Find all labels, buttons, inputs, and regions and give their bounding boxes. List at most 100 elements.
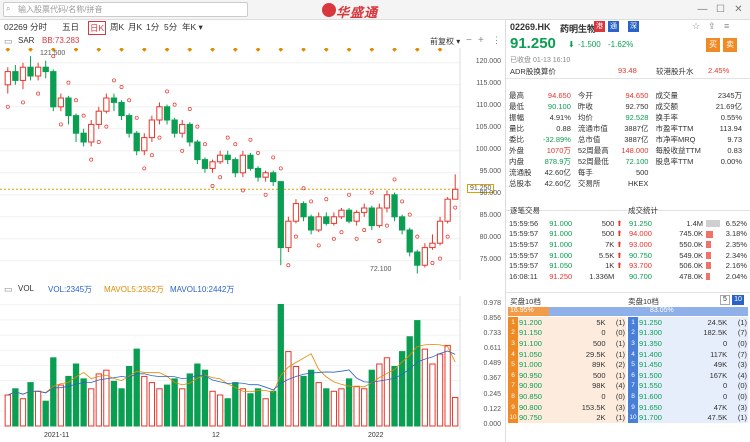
buy-order-row[interactable]: 9 90.800 153.5K (3): [508, 401, 626, 413]
stats-row: 振幅 4.91% 均价 92.528 换手率 0.55%: [508, 112, 748, 123]
sell-order-row[interactable]: 6 91.500 167K (4): [628, 369, 748, 381]
up-arrow-icon: ⬆: [616, 261, 623, 271]
tab-monthly-k[interactable]: 月K: [128, 22, 143, 32]
candle-body: [194, 141, 201, 161]
candle-body: [80, 132, 87, 143]
order-price: 91.450: [639, 360, 662, 370]
close-icon[interactable]: ✕: [734, 4, 743, 15]
sell-order-row[interactable]: 8 91.600 0 (0): [628, 391, 748, 402]
stat-label: 市盈率TTM: [655, 124, 694, 133]
collapse-icon[interactable]: ▭: [4, 36, 13, 46]
trades-title[interactable]: 逐笔交易: [510, 206, 540, 215]
maximize-icon[interactable]: ☐: [716, 4, 725, 15]
candle-body: [103, 97, 110, 112]
candle-body: [209, 161, 216, 169]
sar-dot: [248, 137, 253, 142]
minimize-icon[interactable]: —: [697, 4, 708, 15]
sell-order-row[interactable]: 1 91.250 24.5K (1): [628, 317, 748, 328]
sar-dot: [157, 135, 162, 140]
volume-tick: 0.245: [483, 390, 501, 398]
mavol10-line: [7, 350, 456, 396]
buy-order-row[interactable]: 6 90.950 500 (1): [508, 369, 626, 381]
tab-1min[interactable]: 1分: [146, 22, 160, 32]
collapse-icon[interactable]: ▭: [4, 284, 13, 294]
buy-order-row[interactable]: 5 91.000 89K (2): [508, 359, 626, 370]
buy-order-row[interactable]: 3 91.100 500 (1): [508, 338, 626, 349]
candle-body: [345, 209, 353, 222]
buy-book-title[interactable]: 买盘10档: [510, 297, 541, 306]
tab-5min[interactable]: 5分: [164, 22, 178, 32]
candlestick-chart[interactable]: ◆ ◆ ◆ ◆ ◆ ◆ ◆ ◆ ◆ ◆ ◆ ◆ ◆ ◆ ◆ ◆ ◆ ◆ ◆ ◆: [0, 48, 505, 280]
sell-order-row[interactable]: 2 91.300 182.5K (7): [628, 327, 748, 339]
candle-body: [50, 71, 57, 108]
stats-row: 最低 90.100 昨收 92.750 成交额 21.69亿: [508, 101, 748, 112]
sar-dot: [142, 166, 147, 171]
tab-yearly-k[interactable]: 年K ▾: [182, 22, 203, 32]
depth-5-button[interactable]: 5: [720, 295, 730, 305]
sar-dot: [301, 186, 306, 191]
tab-5day[interactable]: 五日: [62, 22, 80, 32]
sell-order-row[interactable]: 5 91.450 49K (3): [628, 359, 748, 370]
depth-10-button[interactable]: 10: [732, 295, 744, 305]
sar-dot: [263, 192, 268, 197]
adjust-select[interactable]: 前复权 ▾: [430, 37, 461, 46]
tab-daily-k[interactable]: 日K: [88, 21, 107, 35]
candle-body: [239, 154, 247, 174]
tab-weekly-k[interactable]: 周K: [110, 22, 125, 32]
menu-icon[interactable]: ≡: [724, 21, 730, 31]
volume-chart[interactable]: [0, 296, 505, 430]
stat-label: 委比: [509, 135, 524, 144]
share-icon[interactable]: ⇪: [708, 21, 716, 31]
sell-button[interactable]: 卖: [723, 38, 737, 52]
order-volume: 29.5K: [585, 349, 606, 359]
low-annotation: 72.100: [370, 266, 392, 273]
signal-marker: ◆: [119, 48, 124, 53]
zoom-out-icon[interactable]: −: [466, 35, 472, 46]
last-price: 91.250: [510, 35, 556, 52]
sell-order-row[interactable]: 7 91.550 0 (0): [628, 380, 748, 392]
flow-title[interactable]: 成交统计: [628, 206, 658, 215]
flow-bar: [706, 251, 712, 259]
buy-order-row[interactable]: 10 90.750 2K (1): [508, 412, 626, 423]
adr-label: ADR股换算价: [510, 67, 556, 76]
volume-bar: [353, 385, 360, 427]
buy-button[interactable]: 买: [706, 38, 720, 52]
order-price: 91.200: [519, 317, 542, 327]
sell-order-row[interactable]: 3 91.350 0 (0): [628, 338, 748, 349]
price-tick: 90.000: [479, 189, 501, 197]
level-index: 5: [628, 359, 638, 370]
star-icon[interactable]: ☆: [692, 21, 701, 31]
buy-order-row[interactable]: 7 90.900 98K (4): [508, 380, 626, 392]
volume-bar: [110, 380, 118, 427]
candle-body: [353, 211, 360, 222]
sell-order-row[interactable]: 10 91.700 47.5K (1): [628, 412, 748, 423]
zoom-in-icon[interactable]: +: [478, 35, 484, 46]
sar-label[interactable]: SAR: [18, 36, 35, 45]
buy-order-row[interactable]: 1 91.200 5K (1): [508, 317, 626, 328]
search-input[interactable]: 输入股票代码/名称/拼音: [3, 2, 248, 17]
sell-order-row[interactable]: 9 91.650 47K (3): [628, 401, 748, 413]
tab-intraday[interactable]: 02269 分时: [4, 22, 47, 32]
level-index: 10: [508, 412, 518, 423]
candle-body: [186, 123, 193, 143]
stat-value: 21.69亿: [715, 102, 742, 111]
order-count: (0): [615, 328, 625, 338]
stat-label: 今开: [577, 91, 593, 100]
vol-label[interactable]: VOL: [18, 284, 35, 293]
settings-icon[interactable]: ⋮: [492, 35, 501, 45]
price-tick: 110.000: [476, 101, 501, 109]
volume-bar: [414, 320, 421, 427]
buy-order-row[interactable]: 8 90.850 0 (0): [508, 391, 626, 402]
buy-order-row[interactable]: 4 91.050 29.5K (1): [508, 348, 626, 360]
sar-dot: [271, 155, 276, 160]
stat-label: [654, 167, 709, 178]
stat-value: 90.100: [547, 102, 571, 111]
stats-row: 内盘 878.9万 52周最低 72.100 股息率TTM 0.00%: [508, 156, 748, 167]
order-price: 91.300: [639, 328, 662, 338]
sell-order-row[interactable]: 4 91.400 117K (7): [628, 348, 748, 360]
stat-label: 均价: [577, 113, 593, 122]
volume-bar: [186, 373, 193, 427]
buy-order-row[interactable]: 2 91.150 0 (0): [508, 327, 626, 339]
sell-book-title[interactable]: 卖盘10档: [628, 297, 659, 306]
volume-bar: [171, 378, 178, 427]
